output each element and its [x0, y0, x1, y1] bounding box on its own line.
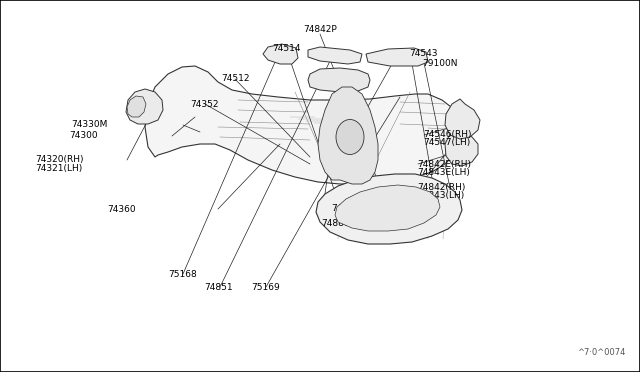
Text: 74353: 74353: [332, 204, 360, 213]
Text: 74512: 74512: [221, 74, 250, 83]
Text: 74514: 74514: [273, 44, 301, 53]
Polygon shape: [263, 44, 298, 64]
Text: 75168: 75168: [168, 270, 196, 279]
Polygon shape: [126, 89, 163, 124]
Text: 74842P: 74842P: [303, 25, 337, 34]
Text: 74546(RH): 74546(RH): [424, 130, 472, 139]
Text: 74842(RH): 74842(RH): [417, 183, 466, 192]
Polygon shape: [318, 87, 378, 184]
Text: 74360: 74360: [108, 205, 136, 214]
Text: 74843(LH): 74843(LH): [417, 191, 465, 200]
Polygon shape: [145, 66, 462, 184]
Text: 74842E(RH): 74842E(RH): [417, 160, 471, 169]
Polygon shape: [316, 174, 462, 244]
Text: ^7·0^0074: ^7·0^0074: [577, 348, 625, 357]
Polygon shape: [308, 68, 370, 92]
Text: 74320(RH): 74320(RH): [35, 155, 84, 164]
Ellipse shape: [336, 119, 364, 154]
Polygon shape: [445, 99, 480, 139]
Text: 75169: 75169: [252, 283, 280, 292]
Text: 74880Q: 74880Q: [321, 219, 357, 228]
Polygon shape: [366, 48, 428, 66]
Polygon shape: [335, 185, 440, 231]
Polygon shape: [445, 128, 478, 166]
Text: 74851: 74851: [205, 283, 233, 292]
Text: 74352: 74352: [191, 100, 219, 109]
Text: 74543: 74543: [410, 49, 438, 58]
Polygon shape: [127, 96, 146, 117]
Text: 79100N: 79100N: [422, 59, 458, 68]
Text: 74843E(LH): 74843E(LH): [417, 168, 470, 177]
Polygon shape: [308, 47, 362, 64]
Text: 74330M: 74330M: [72, 120, 108, 129]
Text: 74321(LH): 74321(LH): [35, 164, 83, 173]
Text: 74300: 74300: [69, 131, 98, 140]
Text: 74880P: 74880P: [339, 156, 373, 165]
Text: 74547(LH): 74547(LH): [424, 138, 471, 147]
